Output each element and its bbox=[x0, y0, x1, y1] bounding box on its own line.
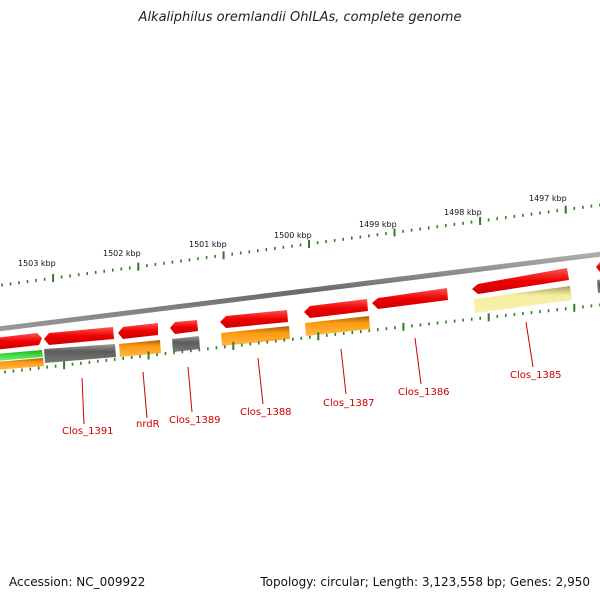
gene-arrow bbox=[220, 310, 288, 328]
genome-backbone bbox=[0, 251, 600, 332]
leader-line bbox=[340, 348, 347, 395]
scale-label: 1499 kbp bbox=[359, 220, 397, 229]
gene-arrow bbox=[44, 327, 114, 345]
cog-block bbox=[474, 286, 572, 313]
scale-label: 1497 kbp bbox=[529, 194, 567, 203]
gene-arrow bbox=[118, 323, 158, 339]
gene-label-clos-1387[interactable]: Clos_1387 bbox=[323, 398, 375, 409]
cog-block bbox=[0, 358, 44, 370]
leader-line bbox=[142, 371, 148, 419]
cog-block bbox=[172, 336, 200, 352]
cog-blocks bbox=[0, 279, 600, 370]
forward-genes bbox=[0, 262, 600, 350]
cog-block bbox=[119, 340, 161, 357]
gene-label-clos-1386[interactable]: Clos_1386 bbox=[398, 387, 450, 398]
scale-label: 1500 kbp bbox=[274, 231, 312, 240]
scale-label: 1501 kbp bbox=[189, 240, 227, 249]
gene-arrow bbox=[472, 268, 569, 294]
leader-line bbox=[414, 337, 422, 385]
cog-block bbox=[0, 350, 43, 361]
scale-ticks-lower bbox=[4, 303, 600, 374]
cog-block bbox=[305, 316, 370, 336]
gene-arrow bbox=[0, 333, 42, 350]
gene-label-clos-1391[interactable]: Clos_1391 bbox=[62, 426, 114, 437]
gene-label-nrdr[interactable]: nrdR bbox=[136, 419, 160, 430]
cog-block bbox=[597, 279, 600, 293]
scale-label: 1503 kbp bbox=[18, 259, 56, 268]
gene-label-clos-1388[interactable]: Clos_1388 bbox=[240, 407, 292, 418]
map-title: Alkaliphilus oremlandii OhILAs, complete… bbox=[138, 10, 462, 25]
leader-line bbox=[525, 321, 534, 368]
gene-arrow bbox=[596, 262, 600, 272]
genome-summary-text: Topology: circular; Length: 3,123,558 bp… bbox=[260, 575, 590, 589]
gene-label-clos-1385[interactable]: Clos_1385 bbox=[510, 370, 562, 381]
leader-line bbox=[187, 366, 193, 413]
leader-line bbox=[81, 377, 85, 425]
gene-arrow bbox=[372, 288, 448, 309]
gene-arrow bbox=[170, 320, 198, 334]
gene-label-clos-1389[interactable]: Clos_1389 bbox=[169, 415, 221, 426]
scale-ticks-upper bbox=[1, 203, 600, 287]
cog-block bbox=[44, 344, 116, 363]
leader-line bbox=[257, 357, 264, 405]
scale-label: 1502 kbp bbox=[103, 249, 141, 258]
accession-text: Accession: NC_009922 bbox=[9, 575, 146, 589]
scale-label: 1498 kbp bbox=[444, 208, 482, 217]
cog-block bbox=[221, 326, 290, 346]
gene-arrow bbox=[304, 299, 368, 318]
label-leaders bbox=[81, 321, 534, 425]
